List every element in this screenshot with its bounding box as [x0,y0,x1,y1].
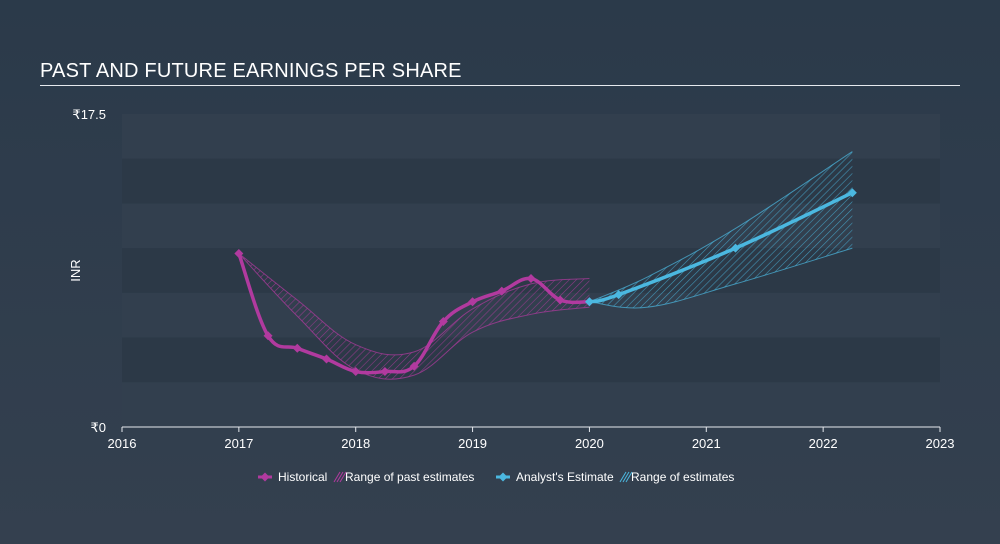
analyst-estimate-point [847,188,857,198]
grid-band [122,382,940,427]
y-axis-label: INR [68,259,83,281]
historical-point [351,367,361,377]
x-tick-label: 2019 [458,436,487,451]
historical-point [497,286,507,296]
range-lower-edge [589,247,853,309]
legend-hatch-swatch [619,471,627,483]
future-estimates-range [589,151,853,308]
x-tick-label: 2021 [692,436,721,451]
historical-point [322,354,331,364]
historical-point [263,331,273,341]
historical-point [468,297,478,307]
x-tick-label: 2020 [575,436,604,451]
legend-marker-swatch [260,472,270,482]
grid-band [122,114,940,159]
y-tick-label: ₹17.5 [72,107,106,122]
legend-label: Historical [278,470,327,484]
x-tick-label: 2016 [108,436,137,451]
chart-title: PAST AND FUTURE EARNINGS PER SHARE [40,60,462,82]
legend-label: Analyst's Estimate [516,470,614,484]
range-upper-edge [589,151,853,303]
historical-point [409,361,419,371]
x-tick-label: 2023 [926,436,955,451]
legend-label: Range of past estimates [345,470,474,484]
legend-hatch-swatch [622,471,630,483]
historical-point [438,316,448,326]
analyst-estimate-point [584,297,594,307]
title-divider [40,85,960,86]
range-lower-edge [238,253,590,380]
legend: Historical Range of past estimates Analyst… [258,470,734,484]
historical-point [555,295,565,305]
historical-point [380,367,390,377]
analyst-estimate-point [614,290,624,300]
legend-marker-swatch [498,472,508,482]
x-tick-label: 2018 [341,436,370,451]
analyst-estimate-point [731,243,740,253]
legend-hatch-swatch [339,471,347,483]
x-tick-label: 2017 [224,436,253,451]
historical-point [526,274,536,284]
historical-point [292,343,302,353]
legend-hatch-swatch [333,471,341,483]
grid-band [122,337,940,383]
series-lines [234,188,857,377]
legend-label: Range of estimates [631,470,734,484]
legend-hatch-swatch [336,471,344,483]
y-tick-label: ₹0 [90,420,106,435]
analyst-estimate-line [587,190,855,304]
legend-hatch-swatch [625,471,633,483]
x-tick-label: 2022 [809,436,838,451]
historical-point [234,249,244,259]
range-upper-edge [238,253,590,356]
axes: 2016 2017 2018 2019 2020 2021 2022 2023 ₹17.5 ₹0 I… [68,107,954,451]
estimate-ranges [238,151,853,380]
